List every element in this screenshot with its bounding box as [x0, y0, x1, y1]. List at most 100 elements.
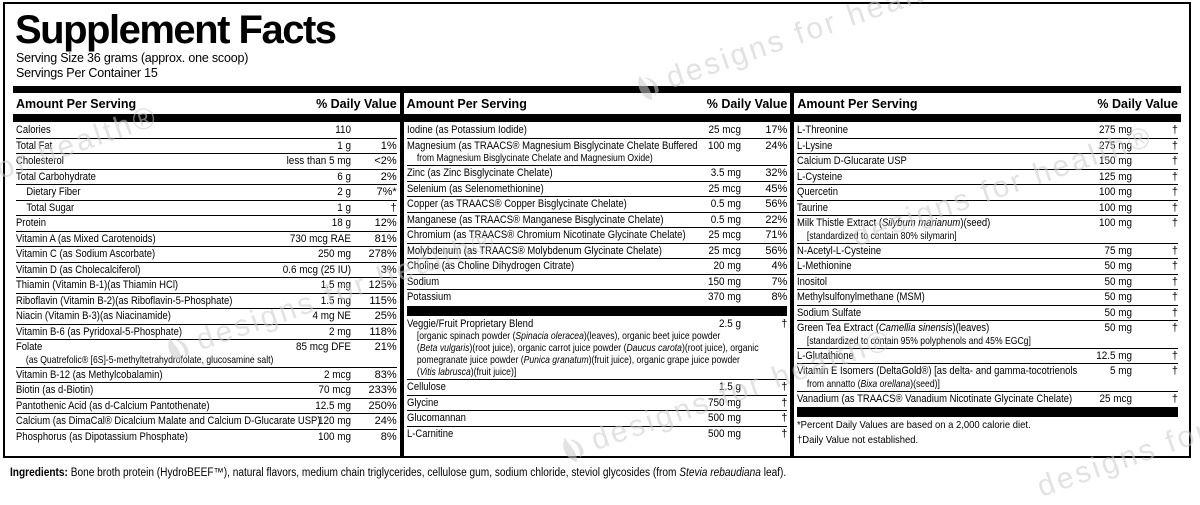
nutrient-name: Veggie/Fruit Proprietary Blend [406, 317, 533, 330]
nutrient-amount: 100 mg [1098, 201, 1133, 214]
nutrient-daily-value: † [1171, 139, 1179, 152]
nutrient-rows: Calories 110 Total Fat 1 g 1% Cholesterol less… [13, 122, 400, 456]
table-row: L-Carnitine 500 mg † [406, 425, 788, 442]
nutrient-amount: 3.5 mg [711, 167, 742, 179]
table-row: Calcium (as DimaCal® Dicalcium Malate an… [16, 413, 397, 429]
amount-per-serving-label: Amount Per Serving [797, 97, 918, 111]
nutrient-name: Iodine (as Potassium Iodide) [406, 124, 527, 136]
nutrient-name-continued: [standardized to contain 80% silymarin] [807, 229, 957, 242]
table-row: Dietary Fiber 2 g 7%* [16, 184, 397, 200]
nutrient-amount: less than 5 mg [286, 155, 351, 167]
header-divider-bar [403, 114, 791, 122]
serving-size-line: Serving Size 36 grams (approx. one scoop… [16, 51, 249, 65]
nutrient-name: Cellulose [406, 381, 446, 393]
nutrient-daily-value: † [781, 396, 788, 409]
nutrient-name: Vitamin C (as Sodium Ascorbate) [16, 248, 156, 260]
nutrient-amount: 25 mcg [708, 182, 742, 195]
nutrient-daily-value: † [781, 412, 788, 424]
nutrient-name: Total Fat [16, 139, 53, 152]
nutrient-daily-value: 83% [374, 368, 397, 381]
section-divider-bar [406, 305, 788, 316]
table-row: Choline (as Choline Dihydrogen Citrate) 2… [406, 258, 788, 274]
nutrient-name: Riboflavin (Vitamin B-2)(as Riboflavin-5… [16, 294, 233, 307]
facts-column-2: Amount Per Serving % Daily Value Iodine … [403, 93, 791, 456]
nutrient-name: Selenium (as Selenomethionine) [406, 182, 544, 195]
nutrient-name: Phosphorus (as Dipotassium Phosphate) [16, 430, 188, 443]
ingredients-line: Ingredients: Bone broth protein (HydroBE… [10, 467, 786, 479]
nutrient-amount: 50 mg [1104, 260, 1133, 272]
table-row: Calcium D-Glucarate USP 150 mg † [797, 153, 1179, 169]
table-row: Zinc (as Zinc Bisglycinate Chelate) 3.5 m… [406, 165, 788, 181]
nutrient-daily-value: 233% [368, 384, 397, 396]
nutrient-name: Protein [16, 217, 46, 229]
nutrient-amount: 2 g [336, 186, 351, 198]
facts-table: Amount Per Serving % Daily Value Calorie… [13, 93, 1182, 456]
nutrient-daily-value: † [1171, 217, 1179, 229]
table-row: Chromium (as TRAACS® Chromium Nicotinate… [406, 227, 788, 243]
nutrient-name: Choline (as Choline Dihydrogen Citrate) [406, 260, 574, 272]
table-row: Selenium (as Selenomethionine) 25 mcg 45% [406, 180, 788, 197]
nutrient-rows: Iodine (as Potassium Iodide) 25 mcg 17% Mag… [404, 122, 791, 456]
table-row: Vitamin D (as Cholecalciferol) 0.6 mcg (2… [16, 261, 397, 278]
table-row: Magnesium (as TRAACS® Magnesium Bisglyci… [406, 137, 788, 166]
nutrient-daily-value: † [781, 317, 788, 330]
table-row: Riboflavin (Vitamin B-2)(as Riboflavin-5… [16, 292, 397, 309]
nutrient-amount: 25 mcg [708, 229, 742, 241]
nutrient-daily-value: 25% [374, 310, 397, 322]
nutrient-daily-value: † [1171, 260, 1179, 272]
table-row: Pantothenic Acid (as d-Calcium Pantothen… [16, 397, 397, 414]
table-row: Total Sugar 1 g † [16, 199, 397, 216]
table-row: L-Methionine 50 mg † [797, 258, 1179, 274]
table-row: Milk Thistle Extract (Silybum marianum)(… [797, 215, 1179, 243]
nutrient-daily-value: † [781, 427, 788, 440]
nutrient-name-continued: (Beta vulgaris)(root juice), organic car… [416, 342, 759, 354]
table-row: Sodium Sulfate 50 mg † [797, 304, 1179, 321]
nutrient-amount: 12.5 mg [314, 399, 351, 412]
nutrient-amount: 70 mcg [318, 384, 351, 396]
table-row: Protein 18 g 12% [16, 215, 397, 231]
nutrient-daily-value: 250% [368, 399, 397, 412]
nutrient-amount: 110 [334, 124, 351, 136]
nutrient-name-continued: [standardized to contain 95% polyphenols… [807, 334, 1032, 347]
nutrient-amount: 0.6 mcg (25 IU) [282, 263, 351, 276]
facts-column-1: Amount Per Serving % Daily Value Calorie… [13, 93, 400, 456]
nutrient-amount: 500 mg [708, 412, 742, 424]
nutrient-amount: 50 mg [1104, 275, 1133, 288]
section-divider-bar [797, 407, 1179, 417]
nutrient-amount: 20 mg [713, 260, 742, 272]
nutrient-amount: 6 g [336, 170, 351, 183]
table-row: Vitamin E Isomers (DeltaGold®) [as delta… [797, 363, 1179, 391]
table-row: Copper (as TRAACS® Copper Bisglycinate C… [406, 196, 788, 212]
nutrient-amount: 150 mg [708, 275, 742, 288]
nutrient-amount: 12.5 mg [1096, 349, 1133, 362]
footnote: †Daily Value not established. [797, 433, 919, 446]
nutrient-amount: 50 mg [1104, 322, 1133, 334]
nutrient-daily-value: 24% [765, 139, 788, 152]
nutrient-name: Potassium [406, 291, 451, 303]
nutrient-amount: 730 mcg RAE [289, 232, 351, 245]
nutrient-daily-value: 56% [765, 244, 788, 257]
nutrient-daily-value: 125% [368, 279, 397, 291]
nutrient-daily-value: 8% [380, 430, 397, 443]
table-row: Cellulose 1.5 g † [406, 379, 788, 395]
nutrient-daily-value: 21% [374, 341, 397, 353]
table-row: Total Carbohydrate 6 g 2% [16, 168, 397, 185]
nutrient-name: Biotin (as d-Biotin) [16, 384, 94, 396]
daily-value-label: % Daily Value [1097, 97, 1179, 111]
nutrient-name: Folate [16, 341, 43, 353]
table-row: Methylsulfonylmethane (MSM) 50 mg † [797, 289, 1179, 305]
table-row: Niacin (Vitamin B-3)(as Niacinamide) 4 mg… [16, 308, 397, 324]
nutrient-name: Glucomannan [406, 412, 466, 424]
nutrient-daily-value: † [1171, 322, 1179, 334]
nutrient-daily-value: † [1171, 244, 1179, 257]
nutrient-name: L-Carnitine [406, 427, 453, 440]
nutrient-amount: 5 mg [1109, 365, 1133, 377]
nutrient-amount: 1.5 mg [320, 279, 351, 291]
nutrient-daily-value: † [1171, 291, 1179, 303]
nutrient-daily-value: † [1171, 275, 1179, 288]
nutrient-amount: 370 mg [708, 291, 742, 303]
nutrient-daily-value: 56% [765, 198, 788, 210]
nutrient-daily-value: 3% [380, 263, 397, 276]
servings-per-container-line: Servings Per Container 15 [16, 66, 158, 80]
nutrient-name: L-Cysteine [797, 170, 843, 183]
